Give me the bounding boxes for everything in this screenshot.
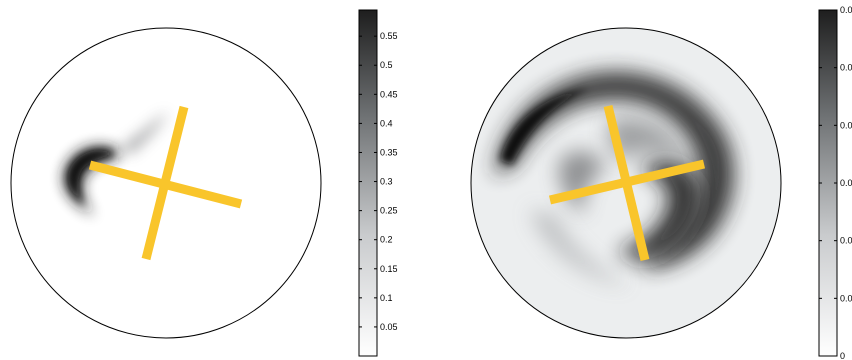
left-colorbar-tick-label: 0.2 [380,235,393,245]
left-colorbar-gradient [358,9,378,357]
left-colorbar-tick-label: 0.55 [380,31,398,41]
right-domain-boundary [470,27,782,339]
right-colorbar-tick-label: 0.0 [840,63,852,73]
left-colorbar-tick-label: 0.25 [380,206,398,216]
right-inner-swirl [618,159,701,260]
left-colorbar-tick-label: 0.45 [380,89,398,99]
left-colorbar-tick-label: 0.35 [380,147,398,157]
right-colorbar-tick-label: 0 [840,351,845,360]
left-filament-core [68,150,112,205]
left-stirrer [88,105,243,261]
right-colorbar-tick-label: 0.0 [840,178,852,188]
left-filament-wisp [120,112,168,154]
right-colorbar-tick-label: 0.0 [840,5,852,15]
left-panel: 0.05 0.1 0.15 0.2 0.25 0.3 0.35 0.4 0.45 0.5 0.55 [10,9,398,357]
right-lower-arc [530,210,630,285]
left-concentration-field [63,112,168,218]
right-panel: 0 0.0 0.0 0.0 0.0 0.0 0.0 [470,5,852,360]
right-colorbar-tick-label: 0.0 [840,293,852,303]
right-stirrer-arm-2 [548,159,706,205]
right-colorbar-tick-label: 0.0 [840,120,852,130]
right-upper-filament [500,88,590,165]
left-colorbar-tick-label: 0.1 [380,293,393,303]
left-colorbar: 0.05 0.1 0.15 0.2 0.25 0.3 0.35 0.4 0.45 0.5 0.55 [358,9,398,357]
right-stirrer [548,104,706,262]
left-colorbar-tick-label: 0.4 [380,118,393,128]
left-domain-boundary [10,27,322,339]
left-colorbar-tick-label: 0.5 [380,60,393,70]
left-colorbar-ticks: 0.05 0.1 0.15 0.2 0.25 0.3 0.35 0.4 0.45 0.5 0.55 [359,31,398,332]
right-colorbar: 0 0.0 0.0 0.0 0.0 0.0 0.0 [818,5,852,360]
right-outer-band [495,71,735,269]
left-colorbar-tick-label: 0.3 [380,177,393,187]
right-colorbar-ticks: 0 0.0 0.0 0.0 0.0 0.0 0.0 [819,5,852,360]
right-colorbar-tick-label: 0.0 [840,236,852,246]
left-colorbar-tick-label: 0.15 [380,264,398,274]
left-colorbar-tick-label: 0.05 [380,322,398,332]
left-stirrer-arm-2 [88,160,243,209]
right-mid-gray-lobe [608,117,685,160]
